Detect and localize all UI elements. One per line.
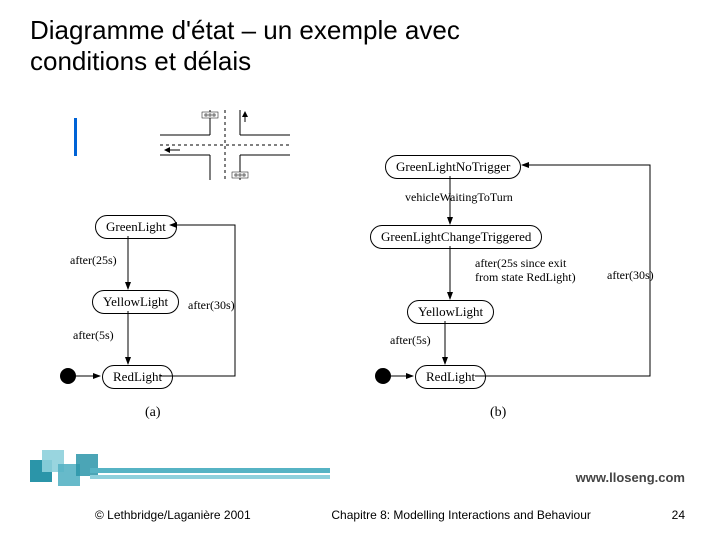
- trans-label: after(30s): [607, 268, 654, 283]
- state-label: GreenLightNoTrigger: [396, 159, 510, 174]
- copyright: © Lethbridge/Laganière 2001: [95, 508, 251, 522]
- trans-label: after(25s since exit: [475, 256, 566, 271]
- decorative-blocks: [30, 450, 330, 495]
- initial-state-a: [60, 368, 76, 384]
- state-b-green-notrig: GreenLightNoTrigger: [385, 155, 521, 179]
- state-a-green: GreenLight: [95, 215, 177, 239]
- caption-a: (a): [145, 405, 161, 421]
- state-label: RedLight: [426, 369, 475, 384]
- trans-label: after(30s): [188, 298, 235, 313]
- trans-label: from state RedLight): [475, 270, 576, 285]
- page-title: Diagramme d'état – un exemple avec condi…: [30, 15, 460, 77]
- url-text: www.lloseng.com: [576, 470, 685, 485]
- chapter-label: Chapitre 8: Modelling Interactions and B…: [331, 508, 591, 522]
- trans-label: after(5s): [73, 328, 114, 343]
- caption-b: (b): [490, 405, 506, 421]
- intersection-sketch: [160, 110, 290, 180]
- footer: © Lethbridge/Laganière 2001 Chapitre 8: …: [0, 508, 720, 522]
- trans-label: after(5s): [390, 333, 431, 348]
- title-line2: conditions et délais: [30, 46, 251, 76]
- trans-label: after(25s): [70, 253, 117, 268]
- trans-label: vehicleWaitingToTurn: [405, 190, 513, 205]
- state-a-red: RedLight: [102, 365, 173, 389]
- page-number: 24: [672, 508, 685, 522]
- title-line1: Diagramme d'état – un exemple avec: [30, 15, 460, 45]
- state-label: GreenLight: [106, 219, 166, 234]
- state-b-red: RedLight: [415, 365, 486, 389]
- text-cursor: [74, 118, 77, 156]
- state-label: YellowLight: [103, 294, 168, 309]
- state-b-green-trig: GreenLightChangeTriggered: [370, 225, 542, 249]
- state-b-yellow: YellowLight: [407, 300, 494, 324]
- initial-state-b: [375, 368, 391, 384]
- state-label: GreenLightChangeTriggered: [381, 229, 531, 244]
- state-a-yellow: YellowLight: [92, 290, 179, 314]
- state-label: YellowLight: [418, 304, 483, 319]
- state-label: RedLight: [113, 369, 162, 384]
